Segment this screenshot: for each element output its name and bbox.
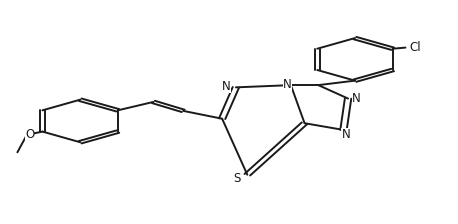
Text: N: N — [352, 92, 361, 105]
Text: O: O — [25, 128, 34, 141]
Text: N: N — [222, 80, 231, 93]
Text: Cl: Cl — [410, 41, 421, 54]
Text: N: N — [283, 78, 292, 90]
Text: S: S — [234, 172, 241, 185]
Text: N: N — [341, 128, 350, 141]
